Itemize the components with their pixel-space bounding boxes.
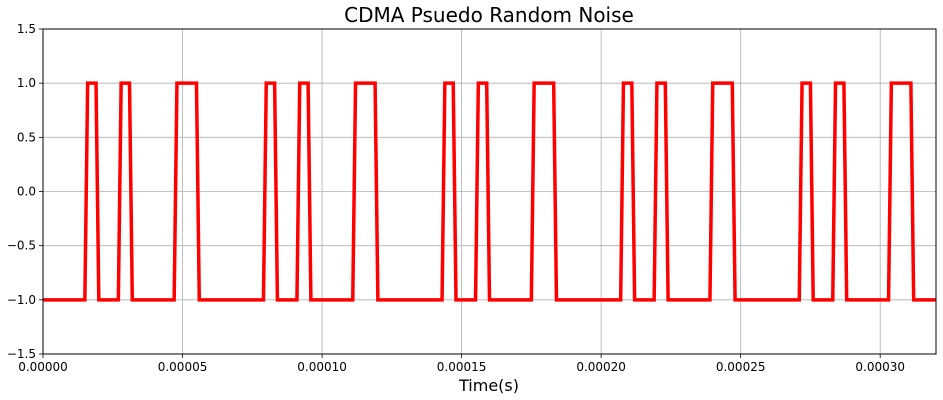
y-tick-label: 1.0 xyxy=(17,76,36,90)
y-axis-ticks: 1.5 1.0 0.5 0.0 −0.5 −1.0 −1.5 xyxy=(7,22,43,361)
x-tick-label: 0.00000 xyxy=(18,360,68,374)
y-tick-label: −1.5 xyxy=(7,347,36,361)
series-layer xyxy=(43,81,936,302)
y-tick-label: 0.5 xyxy=(17,130,36,144)
x-tick-label: 0.00030 xyxy=(855,360,905,374)
chart-title: CDMA Psuedo Random Noise xyxy=(344,3,634,27)
y-tick-label: −1.0 xyxy=(7,293,36,307)
series-line xyxy=(43,81,936,302)
x-tick-label: 0.00020 xyxy=(576,360,626,374)
x-tick-label: 0.00010 xyxy=(297,360,347,374)
x-axis-ticks: 0.00000 0.00005 0.00010 0.00015 0.00020 0.000… xyxy=(18,354,905,374)
x-tick-label: 0.00025 xyxy=(716,360,766,374)
x-tick-label: 0.00015 xyxy=(437,360,487,374)
y-tick-label: 0.0 xyxy=(17,185,36,199)
y-tick-label: 1.5 xyxy=(17,22,36,36)
y-tick-label: −0.5 xyxy=(7,239,36,253)
x-axis-label: Time(s) xyxy=(458,376,519,395)
x-tick-label: 0.00005 xyxy=(158,360,208,374)
